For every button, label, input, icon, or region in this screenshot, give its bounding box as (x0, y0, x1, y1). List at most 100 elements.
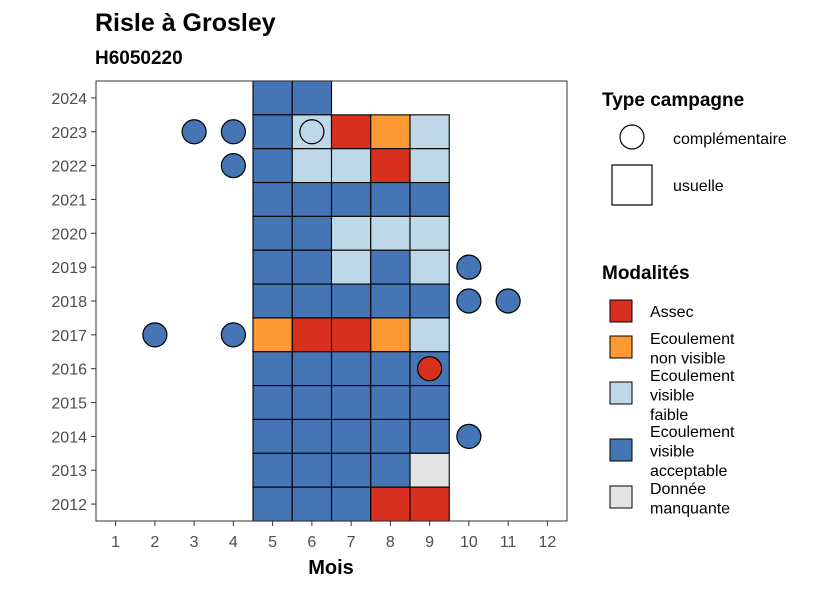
legend-label-acceptable: acceptable (650, 463, 727, 480)
x-tick-label: 1 (111, 534, 120, 551)
point-2023-4 (220, 119, 246, 145)
legend-label-faible: visible (650, 388, 695, 405)
cell-2024-5 (252, 80, 293, 116)
x-tick-label: 10 (460, 534, 478, 551)
cell-2019-5 (252, 249, 293, 285)
legend-label-manquante: manquante (650, 501, 730, 518)
legend-swatch-acceptable (609, 438, 633, 462)
legend-square-swatch (611, 164, 653, 206)
legend-label-faible: faible (650, 407, 688, 424)
legend-campagne-label-usuelle: usuelle (673, 178, 724, 195)
cell-2022-7 (330, 148, 372, 184)
cell-2023-5 (252, 114, 293, 150)
cell-2015-6 (291, 385, 333, 421)
cell-2019-9 (409, 249, 450, 285)
cell-2020-5 (252, 215, 293, 251)
cell-2022-6 (291, 148, 333, 184)
y-tick-label: 2013 (51, 463, 87, 480)
point-2019-10 (456, 254, 482, 280)
legend-swatch-faible (609, 381, 633, 405)
cell-2012-5 (252, 486, 293, 522)
cell-2022-5 (252, 148, 293, 184)
cell-2017-9 (409, 317, 450, 353)
point-2018-11 (495, 288, 521, 314)
cell-2013-8 (370, 452, 411, 488)
point-2016-9 (417, 356, 443, 382)
cell-2021-8 (370, 181, 411, 217)
legend-campagne-title: Type campagne (602, 90, 744, 111)
cell-2012-6 (291, 486, 333, 522)
legend-label-non_visible: Ecoulement (650, 331, 735, 348)
cell-2019-7 (330, 249, 372, 285)
usuelle-cells (252, 80, 450, 522)
x-axis: 1 2 3 4 5 6 7 8 9 10 11 12 (111, 521, 556, 551)
legend-swatch-manquante (609, 485, 633, 509)
cell-2015-8 (370, 385, 411, 421)
y-axis: 2012 2013 2014 2015 2016 2017 2018 2019 2020 2021… (51, 91, 96, 514)
cell-2017-5 (252, 317, 293, 353)
cell-2012-9 (409, 486, 450, 522)
complementaire-points (142, 119, 521, 449)
cell-2019-6 (291, 249, 333, 285)
y-tick-label: 2021 (51, 192, 87, 209)
x-tick-label: 3 (190, 534, 199, 551)
cell-2013-5 (252, 452, 293, 488)
cell-2015-5 (252, 385, 293, 421)
y-tick-label: 2023 (51, 125, 87, 142)
x-tick-label: 2 (150, 534, 159, 551)
cell-2023-7 (330, 114, 372, 150)
legend-swatch-non_visible (609, 335, 633, 359)
x-tick-label: 7 (347, 534, 356, 551)
x-tick-label: 12 (538, 534, 556, 551)
point-2017-2 (142, 322, 168, 348)
cell-2019-8 (370, 249, 411, 285)
y-tick-label: 2015 (51, 396, 87, 413)
cell-2022-9 (409, 148, 450, 184)
cell-2018-8 (370, 283, 411, 319)
cell-2013-9 (409, 452, 450, 488)
cell-2021-9 (409, 181, 450, 217)
legend-circle-swatch (619, 124, 645, 150)
cell-2014-9 (409, 418, 450, 454)
cell-2023-8 (370, 114, 411, 150)
x-tick-label: 5 (268, 534, 277, 551)
legend-label-non_visible: non visible (650, 351, 726, 368)
cell-2016-5 (252, 351, 293, 387)
cell-2020-6 (291, 215, 333, 251)
x-axis-label: Mois (308, 557, 354, 579)
x-tick-label: 6 (307, 534, 316, 551)
y-tick-label: 2012 (51, 497, 87, 514)
point-2018-10 (456, 288, 482, 314)
y-tick-label: 2017 (51, 328, 87, 345)
cell-2012-8 (370, 486, 411, 522)
cell-2016-8 (370, 351, 411, 387)
y-tick-label: 2014 (51, 429, 87, 446)
cell-2022-8 (370, 148, 411, 184)
cell-2018-7 (330, 283, 372, 319)
cell-2013-6 (291, 452, 333, 488)
y-tick-label: 2024 (51, 91, 87, 108)
cell-2018-5 (252, 283, 293, 319)
cell-2016-6 (291, 351, 333, 387)
cell-2018-9 (409, 283, 450, 319)
x-tick-label: 11 (500, 534, 517, 551)
cell-2015-9 (409, 385, 450, 421)
cell-2016-7 (330, 351, 372, 387)
cell-2021-6 (291, 181, 333, 217)
y-tick-label: 2018 (51, 294, 87, 311)
cell-2024-6 (291, 80, 333, 116)
cell-2020-7 (330, 215, 372, 251)
y-tick-label: 2020 (51, 226, 87, 243)
cell-2014-8 (370, 418, 411, 454)
cell-2020-8 (370, 215, 411, 251)
cell-2017-8 (370, 317, 411, 353)
point-2023-3 (181, 119, 207, 145)
cell-2014-6 (291, 418, 333, 454)
legend-swatch-assec (609, 299, 633, 323)
x-tick-label: 8 (386, 534, 395, 551)
cell-2018-6 (291, 283, 333, 319)
cell-2023-9 (409, 114, 450, 150)
point-2014-10 (456, 423, 482, 449)
legend-label-acceptable: visible (650, 444, 695, 461)
